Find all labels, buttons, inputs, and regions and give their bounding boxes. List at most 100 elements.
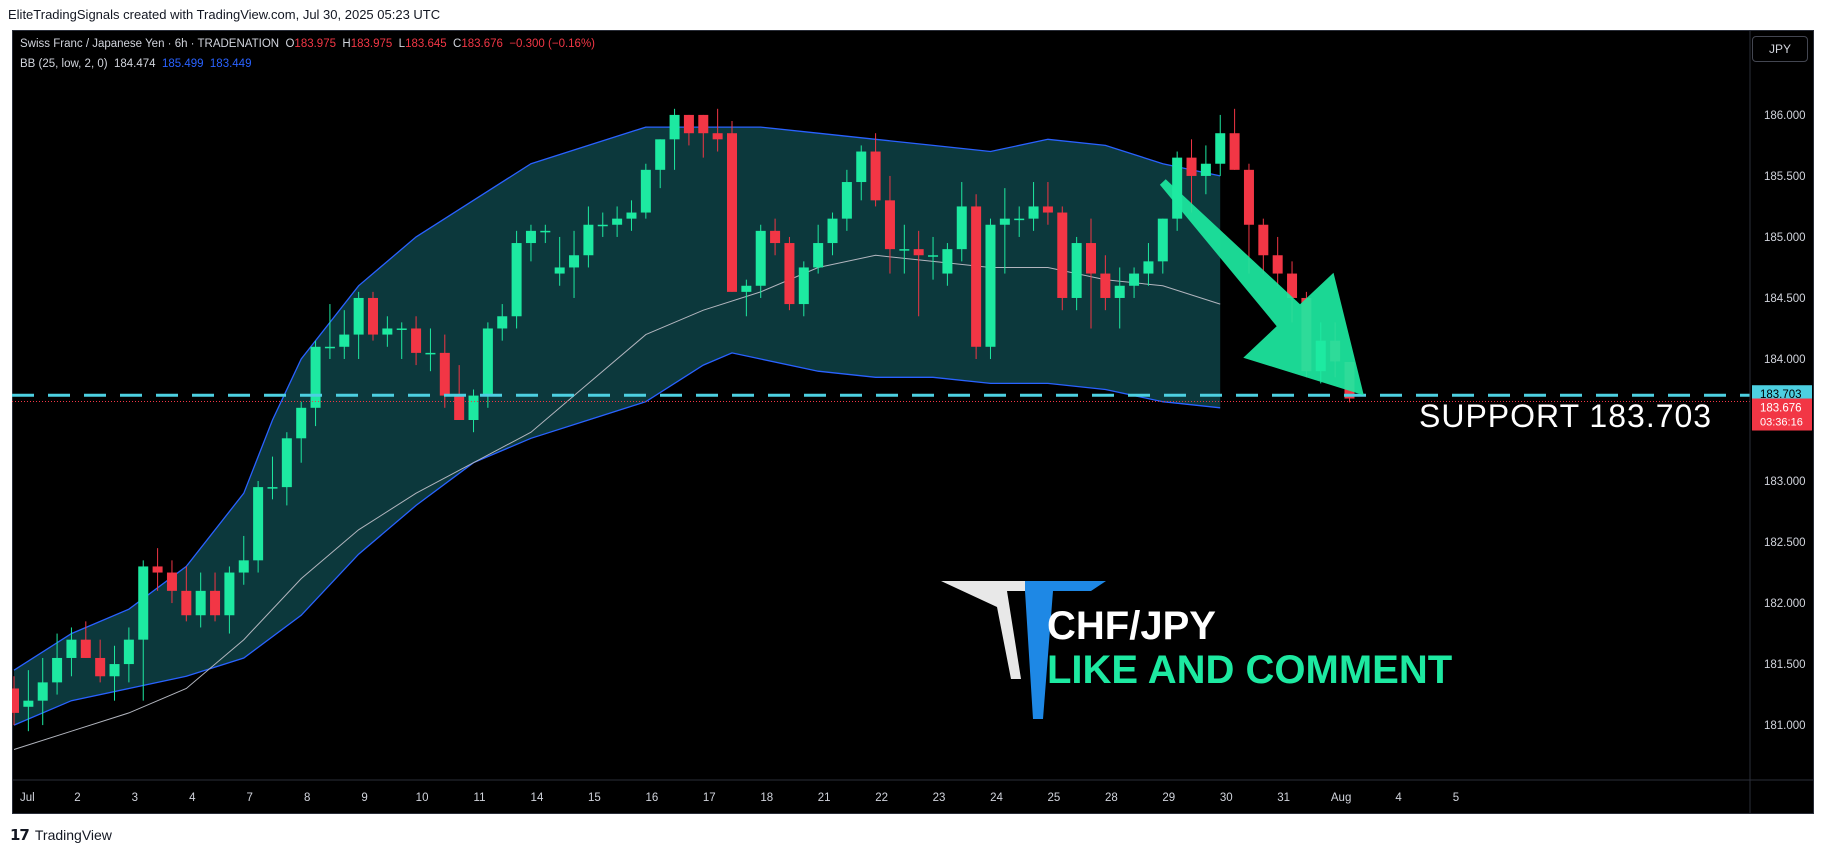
candle-body <box>12 688 19 713</box>
candle-body <box>210 590 221 616</box>
tradingview-wordmark[interactable]: TradingView <box>34 827 112 843</box>
candle-body <box>511 243 522 317</box>
x-tick-label: 7 <box>247 792 253 804</box>
support-price-tag-text: 183.703 <box>1760 389 1802 401</box>
candle-body <box>1100 273 1111 298</box>
candle-body <box>798 267 809 305</box>
legend-symbol: Swiss Franc / Japanese Yen · 6h · TRADEN… <box>20 38 280 50</box>
support-price-tag <box>1752 385 1812 403</box>
candle-body <box>52 657 63 683</box>
candle-body <box>727 133 737 292</box>
bb-upper-line <box>13 126 1221 671</box>
candle-body <box>382 328 393 335</box>
candle-body <box>1028 206 1039 219</box>
y-tick-label: 185.500 <box>1764 171 1806 183</box>
candle-body <box>655 139 666 170</box>
support-label: SUPPORT 183.703 <box>1419 398 1713 434</box>
candle-body <box>583 224 594 256</box>
candle-body <box>1071 243 1082 298</box>
legend-change: −0.300 (−0.16%) <box>509 38 595 50</box>
candle-body <box>281 438 292 488</box>
candle-body <box>195 590 206 616</box>
candle-body <box>353 297 364 335</box>
x-tick-label: 11 <box>474 792 486 804</box>
bb-basis-line <box>13 254 1221 750</box>
y-tick-label: 181.000 <box>1764 720 1806 732</box>
tradingview-logo-icon[interactable]: 17 <box>10 826 30 844</box>
x-tick-label: 25 <box>1048 792 1061 804</box>
candle-body <box>23 700 34 707</box>
y-tick-label: 185.000 <box>1764 232 1806 244</box>
countdown-tag-text: 03:36:16 <box>1760 417 1803 429</box>
candle-body <box>1272 255 1283 274</box>
candle-body <box>238 560 249 573</box>
candle-body <box>152 566 163 573</box>
x-tick-label: Aug <box>1331 792 1351 804</box>
x-tick-label: Jul <box>20 792 35 804</box>
y-tick-label: 183.000 <box>1764 476 1806 488</box>
candle-body <box>1014 218 1025 221</box>
candle-body <box>109 664 120 677</box>
candle-body <box>999 218 1010 225</box>
y-tick-label: 182.000 <box>1764 598 1806 610</box>
candle-body <box>468 395 479 420</box>
candle-body <box>597 224 608 227</box>
x-tick-label: 8 <box>304 792 310 804</box>
legend-bb-basis: 184.474 <box>113 58 156 70</box>
candle-body <box>1258 224 1269 256</box>
candle-body <box>612 218 623 225</box>
currency-button[interactable]: JPY <box>1752 36 1808 62</box>
candle-body <box>770 230 781 244</box>
candle-body <box>755 230 766 286</box>
candle-body <box>66 639 77 658</box>
candle-body <box>396 328 407 330</box>
candle-body <box>1129 273 1140 286</box>
x-tick-label: 18 <box>760 792 773 804</box>
x-tick-label: 16 <box>645 792 658 804</box>
candle-body <box>425 352 436 355</box>
brand-logo-icon <box>941 581 1106 719</box>
legend-ohlc: Swiss Franc / Japanese Yen · 6h · TRADEN… <box>20 38 595 50</box>
candle-body <box>138 566 149 640</box>
x-tick-label: 24 <box>990 792 1003 804</box>
candle-body <box>181 590 192 616</box>
candle-body <box>540 230 551 233</box>
x-tick-label: 4 <box>189 792 196 804</box>
candle-body <box>1042 206 1053 213</box>
candle-body <box>454 395 465 420</box>
candle-body <box>224 572 235 616</box>
y-tick-label: 181.500 <box>1764 659 1806 671</box>
candle-body <box>1157 218 1168 262</box>
x-tick-label: 29 <box>1162 792 1175 804</box>
x-tick-label: 28 <box>1105 792 1118 804</box>
candle-body <box>324 346 335 349</box>
legend-bb-upper: 185.499 <box>161 58 204 70</box>
candle-body <box>913 249 924 256</box>
legend-low: 183.645 <box>405 38 447 50</box>
legend-open: 183.975 <box>294 38 336 50</box>
candlestick-chart[interactable]: 181.000181.500182.000182.500183.000183.5… <box>12 30 1814 814</box>
candle-body <box>784 243 795 305</box>
x-tick-label: 10 <box>416 792 429 804</box>
x-tick-label: 15 <box>588 792 601 804</box>
legend-close: 183.676 <box>461 38 503 50</box>
candle-body <box>368 297 378 335</box>
candle-body <box>1229 133 1240 170</box>
y-tick-label: 184.000 <box>1764 354 1806 366</box>
candle-body <box>884 200 895 250</box>
candle-body <box>1243 169 1254 225</box>
candle-body <box>985 224 996 347</box>
x-tick-label: 3 <box>132 792 138 804</box>
candle-body <box>253 487 264 561</box>
candle-body <box>1215 133 1226 164</box>
candle-body <box>525 230 536 244</box>
brand-cta: LIKE AND COMMENT <box>1047 648 1453 692</box>
candle-body <box>296 407 307 439</box>
candle-body <box>1287 273 1298 298</box>
candle-body <box>712 133 723 140</box>
attribution-bar: EliteTradingSignals created with Trading… <box>0 0 1826 30</box>
candle-body <box>482 328 493 396</box>
x-tick-label: 22 <box>875 792 888 804</box>
candle-body <box>166 572 177 591</box>
candle-body <box>971 206 982 347</box>
